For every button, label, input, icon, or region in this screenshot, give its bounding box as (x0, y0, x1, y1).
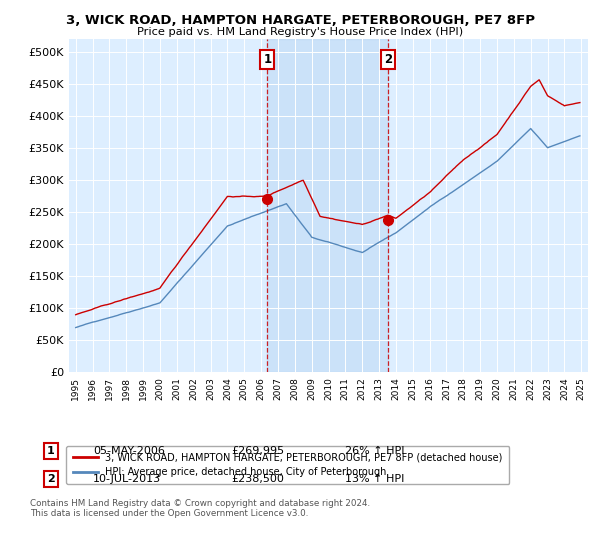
Text: Price paid vs. HM Land Registry's House Price Index (HPI): Price paid vs. HM Land Registry's House … (137, 27, 463, 37)
Text: £238,500: £238,500 (231, 474, 284, 484)
Text: 1: 1 (263, 53, 271, 66)
Text: 13% ↑ HPI: 13% ↑ HPI (345, 474, 404, 484)
Text: 3, WICK ROAD, HAMPTON HARGATE, PETERBOROUGH, PE7 8FP: 3, WICK ROAD, HAMPTON HARGATE, PETERBORO… (65, 14, 535, 27)
Text: 05-MAY-2006: 05-MAY-2006 (93, 446, 165, 456)
Text: 10-JUL-2013: 10-JUL-2013 (93, 474, 161, 484)
Legend: 3, WICK ROAD, HAMPTON HARGATE, PETERBOROUGH, PE7 8FP (detached house), HPI: Aver: 3, WICK ROAD, HAMPTON HARGATE, PETERBORO… (67, 446, 509, 484)
Text: 2: 2 (384, 53, 392, 66)
Text: 26% ↑ HPI: 26% ↑ HPI (345, 446, 404, 456)
Text: Contains HM Land Registry data © Crown copyright and database right 2024.
This d: Contains HM Land Registry data © Crown c… (30, 498, 370, 518)
Bar (268, 39, 388, 372)
Text: £269,995: £269,995 (231, 446, 284, 456)
Text: 1: 1 (47, 446, 55, 456)
Text: 2: 2 (47, 474, 55, 484)
